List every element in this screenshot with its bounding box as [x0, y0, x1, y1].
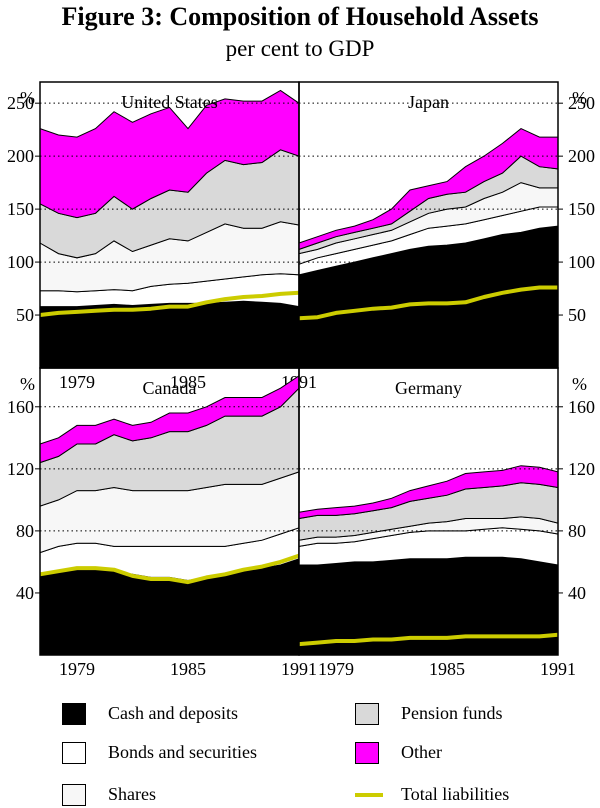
germany-xtick-label-1991: 1991 [540, 659, 576, 679]
japan-ytick-label-150: 150 [568, 199, 595, 219]
figure-title: Figure 3: Composition of Household Asset… [61, 2, 539, 31]
canada-liabilities-line [39, 553, 300, 585]
canada-xtick-label-1991: 1991 [281, 659, 317, 679]
united-states-xtick-label-1979: 1979 [59, 372, 95, 392]
legend-label-cash: Cash and deposits [108, 703, 238, 723]
legend-swatch-bonds [62, 742, 86, 764]
japan-unit-label: % [572, 88, 587, 108]
united-states-ytick-label-50: 50 [16, 305, 34, 325]
germany-xtick-label-1985: 1985 [429, 659, 465, 679]
germany-ytick-label-40: 40 [568, 583, 586, 603]
canada-xtick-label-1985: 1985 [170, 659, 206, 679]
japan-ytick-label-100: 100 [568, 252, 595, 272]
canada-ytick-label-160: 160 [7, 397, 34, 417]
germany-ytick-label-120: 120 [568, 459, 595, 479]
united-states-unit-label: % [20, 88, 35, 108]
legend-label-other: Other [401, 742, 442, 762]
japan-ytick-label-50: 50 [568, 305, 586, 325]
panel-canada: Canada 40 80 120 160% 1979 1985 1991 [7, 367, 317, 679]
canada-xtick-label-1979: 1979 [59, 659, 95, 679]
legend-label-shares: Shares [108, 784, 156, 804]
germany-frame [298, 367, 559, 656]
legend-swatch-cash [62, 703, 86, 725]
united-states-title: United States [121, 92, 218, 112]
germany-xtick-label-1979: 1979 [318, 659, 354, 679]
canada-ytick-label-120: 120 [7, 459, 34, 479]
canada-ytick-label-80: 80 [16, 521, 34, 541]
legend: Cash and deposits Pension funds Bonds an… [0, 693, 600, 807]
figure-subtitle: per cent to GDP [225, 36, 375, 61]
japan-liabilities-line [298, 285, 558, 321]
germany-unit-label: % [572, 374, 587, 394]
united-states-liabilities-line [39, 290, 300, 317]
panel-japan: Japan 50 100 150 200 250% [298, 81, 595, 369]
japan-ytick-label-200: 200 [568, 146, 595, 166]
united-states-ytick-label-250: 250 [7, 93, 34, 113]
legend-label-bonds: Bonds and securities [108, 742, 257, 762]
legend-swatch-other [355, 742, 379, 764]
charts-area: United States 50 100 150 200 250% 1979 1985 1991… [7, 81, 595, 679]
germany-ytick-label-160: 160 [568, 397, 595, 417]
united-states-ytick-label-150: 150 [7, 199, 34, 219]
germany-ytick-label-80: 80 [568, 521, 586, 541]
panel-germany: Germany 40 80 120 160% 1979 1985 1991 [298, 367, 595, 679]
canada-unit-label: % [20, 374, 35, 394]
legend-swatch-pension [355, 703, 379, 725]
germany-liabilities-line [298, 632, 559, 647]
japan-ytick-label-250: 250 [568, 93, 595, 113]
germany-title: Germany [395, 378, 462, 398]
legend-swatch-shares [62, 784, 86, 806]
canada-title: Canada [143, 378, 197, 398]
canada-ytick-label-40: 40 [16, 583, 34, 603]
united-states-xtick-label-1985: 1985 [170, 372, 206, 392]
japan-title: Japan [408, 92, 449, 112]
united-states-ytick-label-100: 100 [7, 252, 34, 272]
legend-label-pension: Pension funds [401, 703, 503, 723]
legend-line-liabilities [355, 793, 383, 797]
legend-label-liabilities: Total liabilities [401, 784, 510, 804]
united-states-ytick-label-200: 200 [7, 146, 34, 166]
